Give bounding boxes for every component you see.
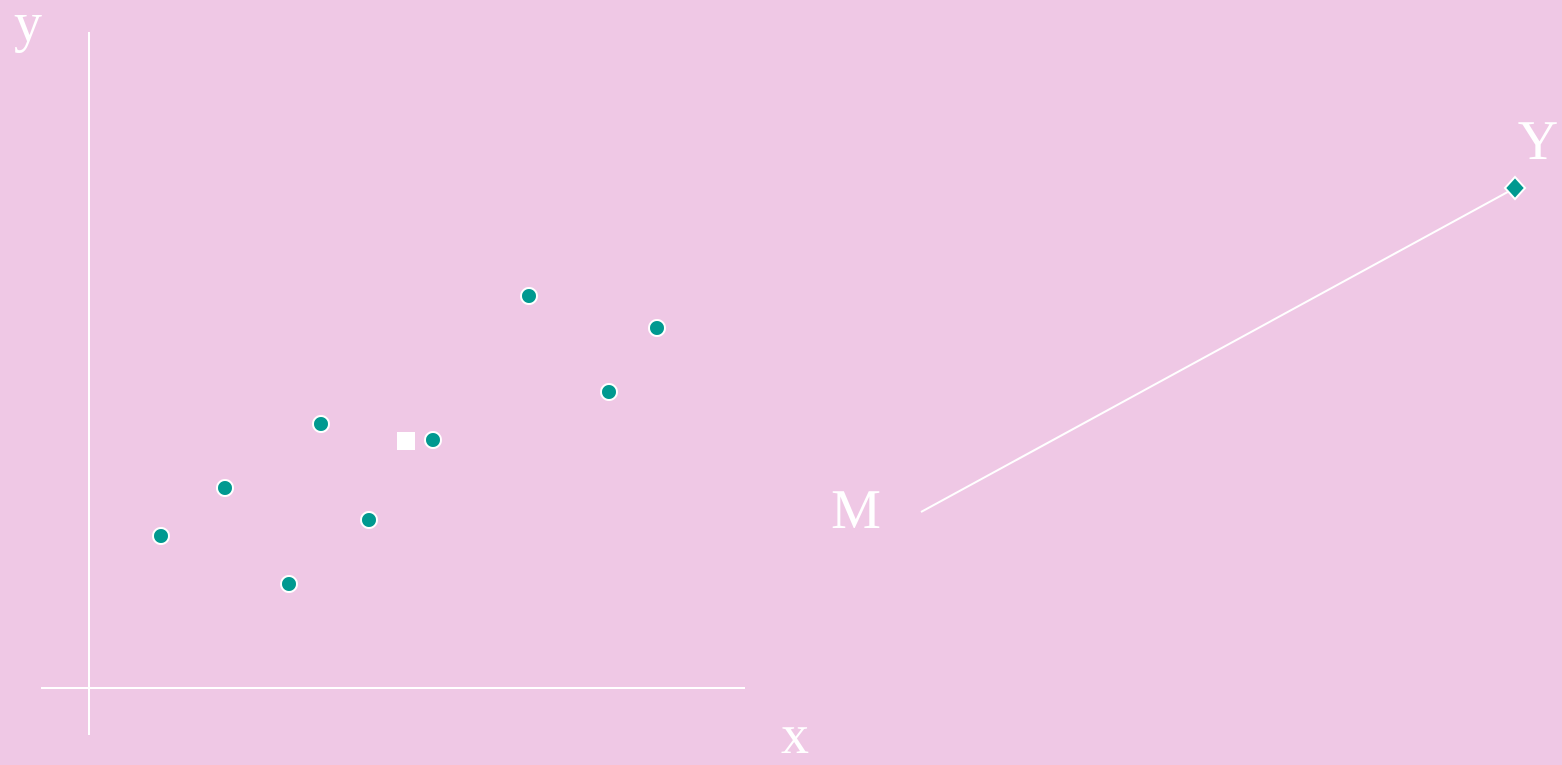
point	[600, 383, 618, 401]
mapping-line	[920, 187, 1516, 513]
target-marker	[1503, 175, 1527, 201]
point	[424, 431, 442, 449]
x-axis-label: x	[781, 704, 809, 765]
mean-marker	[397, 432, 415, 450]
points	[152, 287, 666, 593]
point	[360, 511, 378, 529]
point	[520, 287, 538, 305]
source-label: M	[831, 479, 881, 541]
point	[216, 479, 234, 497]
y-axis-label: y	[14, 0, 42, 54]
point	[280, 575, 298, 593]
target-label: Y	[1518, 110, 1558, 172]
point	[648, 319, 666, 337]
point	[152, 527, 170, 545]
point	[312, 415, 330, 433]
